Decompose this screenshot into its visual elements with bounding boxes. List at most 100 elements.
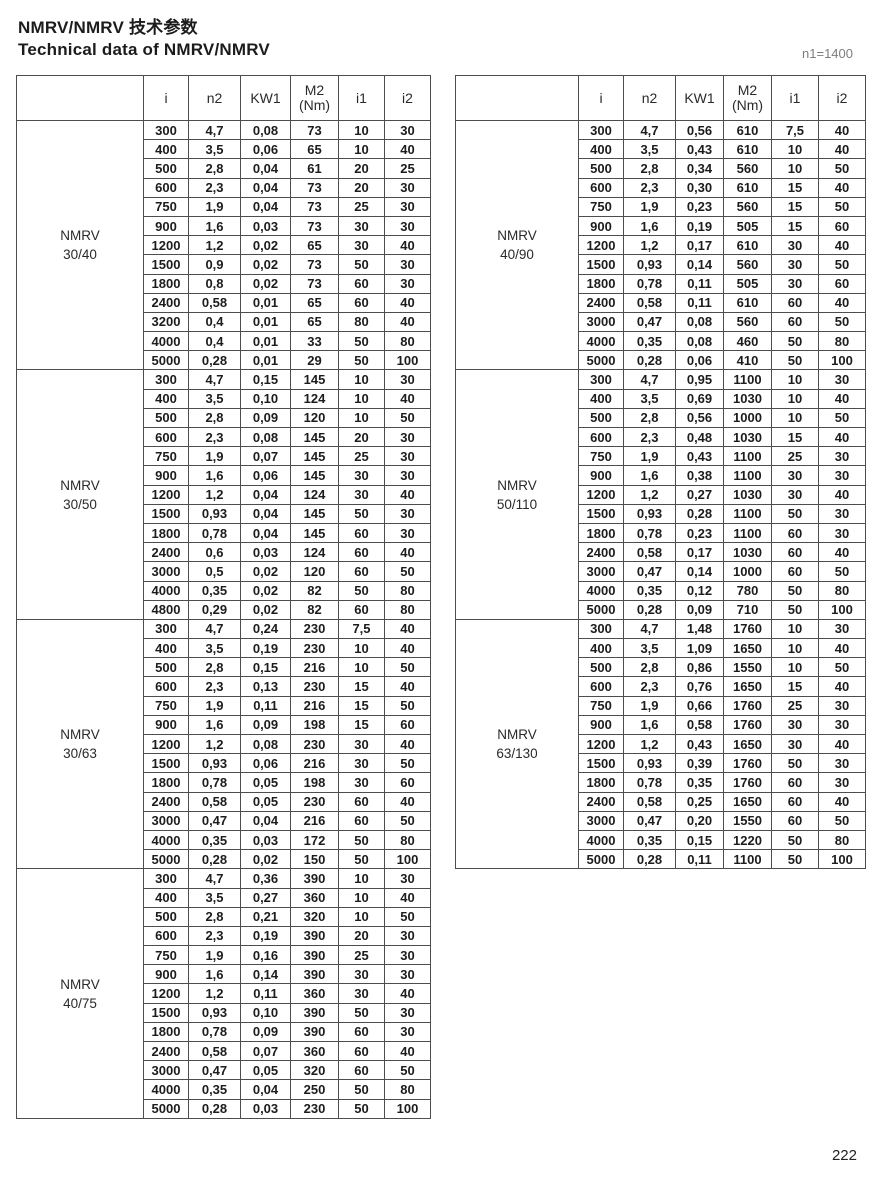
- header-row: i n2 KW1 M2 (Nm) i1 i2: [455, 75, 866, 121]
- table-cell: 600: [143, 925, 189, 947]
- table-cell: 0,78: [623, 522, 676, 544]
- table-row: 4000 0,35 0,02 82 50 80: [17, 580, 431, 601]
- table-cell: 780: [723, 580, 772, 601]
- table-cell: 360: [290, 983, 339, 1004]
- table-row: 500 2,8 0,56 1000 10 50: [456, 407, 866, 429]
- table-cell: 300: [578, 369, 624, 390]
- table-cell: 1,6: [188, 465, 241, 486]
- table-cell: 29: [290, 350, 339, 371]
- table-cell: 216: [290, 810, 339, 831]
- table-cell: 15: [338, 695, 385, 716]
- table-cell: 50: [818, 561, 866, 582]
- table-row: 750 1,9 0,04 73 25 30: [17, 196, 431, 217]
- table-cell: 10: [338, 119, 385, 141]
- table-cell: 1,2: [188, 235, 241, 256]
- table-cell: 60: [818, 273, 866, 294]
- table-cell: 1,09: [675, 638, 724, 659]
- table-cell: 10: [771, 618, 819, 640]
- table-cell: 30: [384, 119, 431, 141]
- table-cell: 216: [290, 657, 339, 678]
- table-cell: 60: [338, 292, 385, 313]
- table-cell: 750: [578, 196, 624, 217]
- table-cell: 0,78: [188, 1021, 241, 1043]
- table-cell: 15: [771, 426, 819, 448]
- table-cell: 1,9: [188, 945, 241, 966]
- table-row: NMRV 40/90 300 4,7 0,56 610 7,5 40: [455, 119, 866, 371]
- table-cell: 40: [384, 139, 431, 160]
- section-size: 40/75: [63, 995, 97, 1011]
- table-row: 5000 0,28 0,11 1100 50 100: [456, 849, 866, 870]
- table-cell: 25: [771, 446, 819, 467]
- table-cell: 1200: [143, 733, 189, 755]
- table-cell: 100: [384, 849, 431, 870]
- table-cell: 0,01: [240, 311, 291, 333]
- table-cell: 100: [818, 849, 866, 870]
- table-row: 2400 0,58 0,25 1650 60 40: [456, 791, 866, 812]
- table-cell: 1100: [723, 503, 772, 524]
- table-row: 400 3,5 0,43 610 10 40: [456, 139, 866, 160]
- table-cell: 560: [723, 311, 772, 333]
- table-cell: 0,04: [240, 503, 291, 524]
- table-cell: 40: [384, 484, 431, 505]
- table-cell: 0,09: [240, 1021, 291, 1043]
- table-cell: 30: [384, 945, 431, 966]
- table-cell: 0,08: [240, 426, 291, 448]
- table-cell: 2400: [143, 1040, 189, 1062]
- table-row: 3000 0,47 0,08 560 60 50: [456, 311, 866, 333]
- table-cell: 30: [818, 618, 866, 640]
- table-row: NMRV 30/40 300 4,7 0,08 73 10 30: [16, 119, 431, 371]
- table-cell: 560: [723, 196, 772, 217]
- table-cell: 0,93: [188, 503, 241, 524]
- table-cell: 40: [818, 388, 866, 409]
- left-table: i n2 KW1 M2 (Nm) i1 i2 NMRV 30/40 300 4,7 0,…: [16, 75, 431, 1119]
- table-cell: 40: [818, 676, 866, 697]
- table-cell: 20: [338, 177, 385, 198]
- table-cell: 410: [723, 350, 772, 371]
- table-cell: 0,93: [623, 254, 676, 275]
- table-cell: 230: [290, 1098, 339, 1119]
- table-cell: 1800: [143, 273, 189, 294]
- table-row: 750 1,9 0,11 216 15 50: [17, 695, 431, 716]
- table-cell: 3000: [578, 810, 624, 831]
- table-cell: 0,17: [675, 235, 724, 256]
- table-row: NMRV 30/63 300 4,7 0,24 230 7,5 40: [16, 618, 431, 870]
- table-cell: 80: [384, 1079, 431, 1100]
- table-cell: 65: [290, 311, 339, 333]
- table-cell: 1100: [723, 849, 772, 870]
- table-cell: 1030: [723, 388, 772, 409]
- table-cell: 1800: [143, 772, 189, 793]
- table-cell: 1500: [578, 753, 624, 774]
- table-cell: 360: [290, 1040, 339, 1062]
- table-cell: 0,05: [240, 1060, 291, 1081]
- table-cell: 0,11: [240, 983, 291, 1004]
- table-cell: 60: [384, 772, 431, 793]
- table-cell: 73: [290, 273, 339, 294]
- table-cell: 30: [338, 465, 385, 486]
- table-row: 2400 0,58 0,05 230 60 40: [17, 791, 431, 812]
- table-cell: 1800: [578, 273, 624, 294]
- table-cell: 0,02: [240, 561, 291, 582]
- table-cell: 1760: [723, 772, 772, 793]
- table-cell: 40: [818, 235, 866, 256]
- table-cell: 50: [338, 331, 385, 352]
- table-cell: 1,6: [188, 964, 241, 985]
- table-cell: 1,2: [623, 733, 676, 755]
- section-size: 63/130: [496, 746, 538, 762]
- table-row: 900 1,6 0,38 1100 30 30: [456, 465, 866, 486]
- table-cell: 50: [771, 350, 819, 371]
- table-row: 1800 0,78 0,35 1760 60 30: [456, 772, 866, 793]
- table-cell: 1,6: [188, 714, 241, 736]
- table-cell: 710: [723, 599, 772, 620]
- table-row: NMRV 50/110 300 4,7 0,95 1100 10 30: [455, 369, 866, 620]
- table-cell: 30: [338, 215, 385, 237]
- table-cell: 1,6: [623, 215, 676, 237]
- table-cell: 5000: [143, 350, 189, 371]
- table-cell: 40: [384, 235, 431, 256]
- table-cell: 0,03: [240, 829, 291, 851]
- table-cell: 40: [818, 791, 866, 812]
- table-cell: 400: [143, 887, 189, 908]
- table-cell: 1650: [723, 733, 772, 755]
- section-label: NMRV 50/110: [455, 369, 579, 620]
- header-cell-i1: i1: [771, 75, 819, 121]
- table-row: 500 2,8 0,34 560 10 50: [456, 158, 866, 179]
